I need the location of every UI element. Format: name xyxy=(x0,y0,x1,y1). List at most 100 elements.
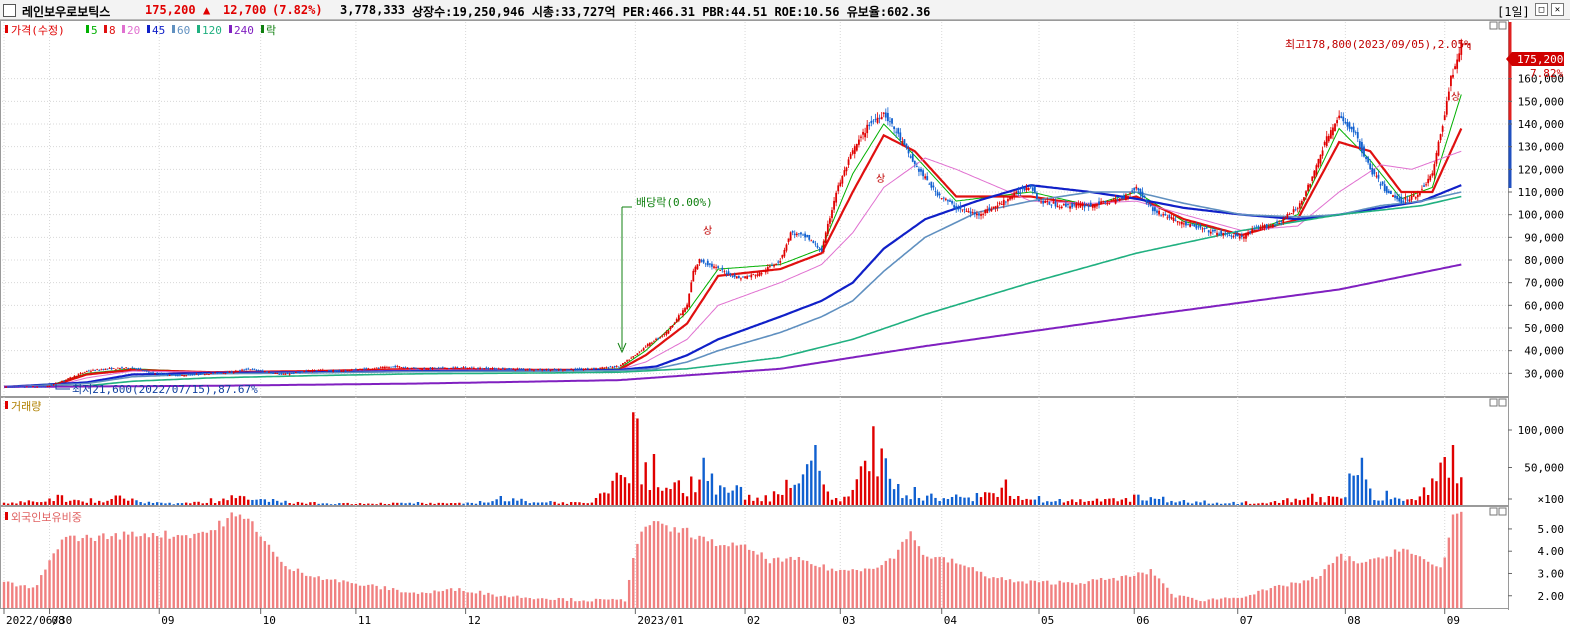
candle-body xyxy=(909,156,912,158)
foreign-ratio-bar xyxy=(644,526,647,608)
volume-bar xyxy=(77,500,80,505)
panel-close-icon[interactable] xyxy=(1498,21,1507,30)
select-checkbox[interactable] xyxy=(3,4,16,17)
volume-panel-frame xyxy=(0,397,1509,506)
gridlines xyxy=(2,22,1507,608)
candle-body xyxy=(205,373,208,375)
volume-bar xyxy=(1062,502,1066,505)
candle-body xyxy=(893,126,895,130)
candle-body xyxy=(590,368,593,370)
candle-body xyxy=(1044,200,1047,203)
candle-body xyxy=(1023,187,1026,191)
volume-bar xyxy=(503,501,507,505)
foreign-ratio-bar xyxy=(1348,556,1351,608)
volume-bar xyxy=(578,502,581,505)
foreign-ratio-bar xyxy=(739,544,743,608)
volume-bar xyxy=(1091,500,1095,505)
foreign-ratio-bar xyxy=(151,532,155,608)
candle-body xyxy=(1433,164,1436,176)
candle-body xyxy=(472,367,475,369)
volume-bar xyxy=(69,500,72,505)
candle-body xyxy=(363,368,366,370)
candle-body xyxy=(802,234,804,236)
foreign-ratio-bar xyxy=(1253,594,1256,608)
candle-body xyxy=(886,112,889,122)
candle-body xyxy=(868,124,871,127)
foreign-ratio-bar xyxy=(292,571,295,608)
x-tick-label: 2023/01 xyxy=(637,614,683,627)
volume-bar xyxy=(1182,500,1186,505)
foreign-ratio-bar xyxy=(1315,578,1318,608)
volume-bar xyxy=(288,503,291,505)
foreign-ratio-bar xyxy=(31,587,35,608)
panel-minimize-icon[interactable] xyxy=(1489,21,1498,30)
volume-bar xyxy=(665,487,668,505)
volume-bar xyxy=(1099,501,1103,505)
foreign-ratio-bar xyxy=(636,543,639,608)
volume-bar xyxy=(967,497,970,505)
candle-body xyxy=(1445,101,1448,115)
foreign-ratio-bar xyxy=(772,558,776,608)
candle-body xyxy=(586,368,589,369)
volume-bar xyxy=(1166,502,1169,505)
candle-body xyxy=(822,241,825,253)
candle-body xyxy=(1000,204,1003,205)
dividend-annotation: 배당락(0.00%) xyxy=(636,196,713,209)
volume-bar xyxy=(1157,499,1161,505)
foreign-ratio-bar xyxy=(1120,576,1123,608)
candle-body xyxy=(1311,176,1314,181)
candle-body xyxy=(651,342,653,344)
volume-bar xyxy=(996,496,999,505)
candle-body xyxy=(212,372,214,374)
foreign-ratio-bar xyxy=(1422,559,1426,608)
candle-body xyxy=(317,369,320,371)
candle-body xyxy=(781,255,784,258)
volume-bar xyxy=(983,492,987,505)
candle-body xyxy=(431,367,434,370)
candle-body xyxy=(682,310,684,316)
period-selector[interactable]: [1일] xyxy=(1497,5,1530,19)
candle-body xyxy=(493,367,496,370)
candle-body xyxy=(787,238,790,243)
foreign-ratio-bar xyxy=(673,527,676,608)
foreign-ratio-bar xyxy=(52,553,55,608)
volume-minimize-icon[interactable] xyxy=(1489,398,1498,407)
foreign-ratio-bar xyxy=(1174,597,1177,608)
volume-bar xyxy=(251,499,254,505)
close-icon[interactable]: ✕ xyxy=(1551,3,1564,16)
candle-body xyxy=(628,359,631,361)
candle-body xyxy=(744,276,746,279)
candle-body xyxy=(607,367,610,369)
candle-body xyxy=(381,366,384,369)
foreign-minimize-icon[interactable] xyxy=(1489,507,1498,516)
foreign-ratio-bar xyxy=(1095,579,1099,608)
candle-body xyxy=(849,154,852,159)
volume-close-icon[interactable] xyxy=(1498,398,1507,407)
volume-bar xyxy=(909,499,912,505)
candle-body xyxy=(777,261,780,263)
candle-body xyxy=(46,385,49,387)
candle-body xyxy=(1125,194,1127,201)
volume-bar xyxy=(317,503,320,505)
candle-body xyxy=(77,374,80,376)
candle-body xyxy=(114,368,117,370)
foreign-ratio-bar xyxy=(1037,582,1041,608)
candle-body xyxy=(1454,66,1456,70)
foreign-ratio-bar xyxy=(60,539,64,608)
candle-body xyxy=(971,211,974,213)
foreign-close-icon[interactable] xyxy=(1498,507,1507,516)
candle-body xyxy=(1352,126,1355,133)
foreign-ratio-bar xyxy=(640,531,643,608)
volume-bar xyxy=(1029,499,1032,505)
candle-body xyxy=(1356,132,1359,139)
candle-body xyxy=(1127,196,1129,199)
foreign-ratio-bar xyxy=(1290,582,1293,608)
legend-ma-items: 5 8 20 45 60 120 240 락 xyxy=(86,24,276,37)
candle-body xyxy=(1046,200,1049,202)
maximize-icon[interactable]: □ xyxy=(1535,3,1548,16)
candle-body xyxy=(723,271,726,273)
candle-body xyxy=(613,366,616,368)
candle-body xyxy=(655,338,657,340)
foreign-ratio-bar xyxy=(1257,590,1260,608)
foreign-ratio-bar xyxy=(1083,583,1086,608)
